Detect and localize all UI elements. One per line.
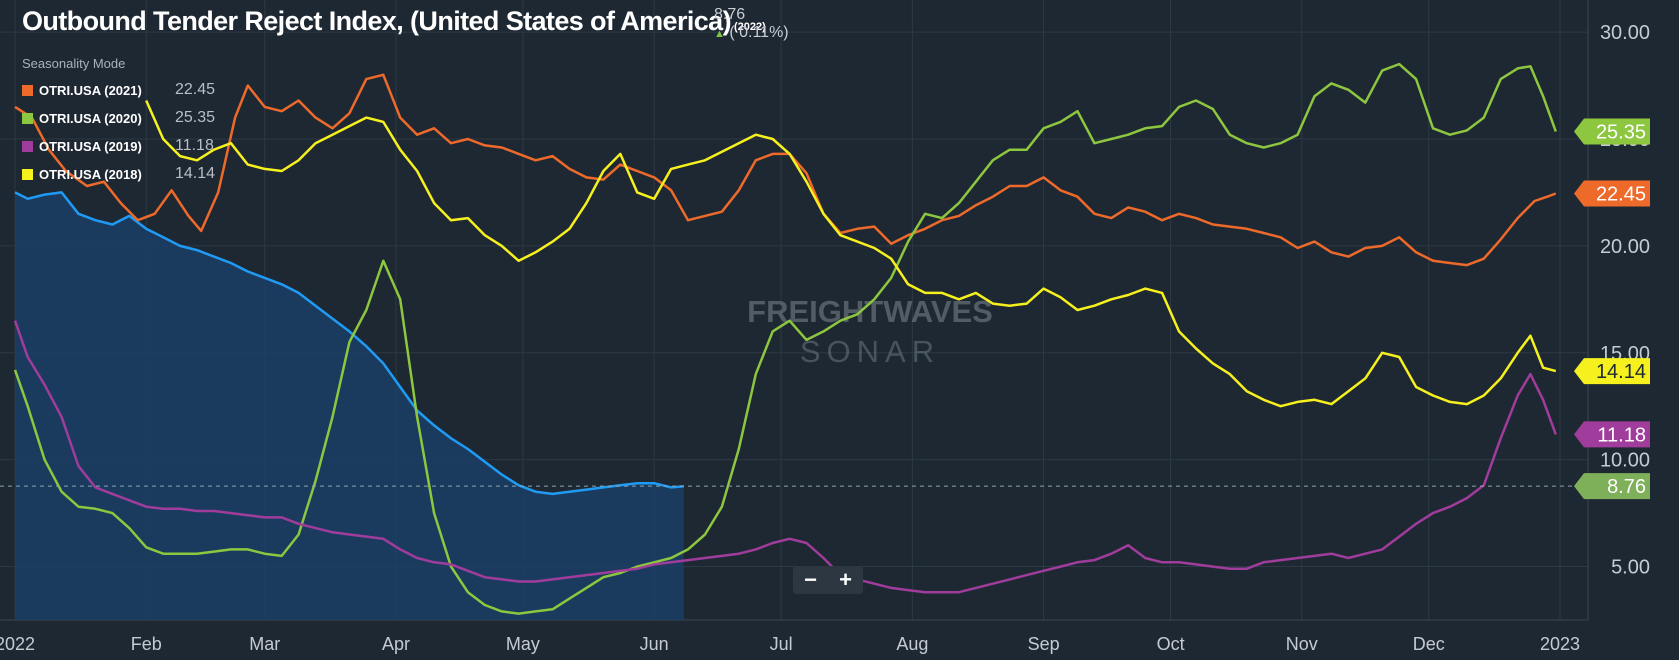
x-tick-label: 2023: [1540, 634, 1580, 654]
legend-value: 14.14: [175, 165, 216, 182]
watermark-brand: FREIGHTWAVES: [747, 294, 993, 329]
year-tag: (2022): [734, 21, 766, 33]
x-tick-label: 2022: [0, 634, 35, 654]
legend-item[interactable]: OTRI.USA (2019) 11.18: [22, 132, 215, 160]
legend-label: OTRI.USA (2020): [39, 110, 142, 126]
legend-label: OTRI.USA (2019): [39, 138, 142, 154]
current-value: 8.76: [714, 6, 746, 23]
series-last-tag: 22.45: [1596, 183, 1646, 205]
legend-swatch: [22, 140, 33, 152]
current-value-tag: 8.76: [1607, 476, 1646, 498]
y-tick-label: 30.00: [1600, 22, 1650, 44]
series-area-2022: [15, 192, 684, 620]
x-tick-label: Apr: [382, 634, 410, 654]
legend-label: OTRI.USA (2021): [39, 82, 142, 98]
y-tick-label: 5.00: [1611, 557, 1650, 579]
zoom-controls: − +: [793, 566, 863, 594]
seasonality-mode-label: Seasonality Mode: [22, 56, 126, 71]
legend-swatch: [22, 112, 33, 124]
legend-swatch: [22, 168, 33, 180]
legend-item[interactable]: OTRI.USA (2018) 14.14: [22, 160, 215, 188]
change-percent: ( 0.11%): [729, 24, 789, 41]
series-last-tag-bg: [1574, 421, 1650, 448]
y-tick-label: 20.00: [1600, 236, 1650, 258]
series-line-2022: [14, 191, 684, 496]
x-tick-label: Dec: [1413, 634, 1445, 654]
legend-label: OTRI.USA (2018): [39, 166, 142, 182]
series-line-2021: [14, 73, 1557, 267]
series-last-tag: 14.14: [1596, 361, 1646, 383]
series-last-tag: 25.35: [1596, 121, 1646, 143]
chart-title: Outbound Tender Reject Index, (United St…: [22, 6, 732, 36]
legend-value: 25.35: [175, 109, 216, 126]
zoom-out-button[interactable]: −: [804, 567, 817, 592]
series-last-tag-bg: [1574, 118, 1650, 145]
series-last-tag: 11.18: [1597, 424, 1646, 446]
current-value-tag-bg: [1574, 473, 1650, 500]
legend: OTRI.USA (2021) 22.45 OTRI.USA (2020) 25.35…: [22, 76, 215, 188]
x-tick-label: Nov: [1286, 634, 1318, 654]
series-last-tag-bg: [1574, 180, 1650, 207]
legend-swatch: [22, 84, 33, 96]
watermark-product: SONAR: [800, 334, 940, 369]
series-line-2019: [13, 320, 1557, 594]
x-tick-label: Mar: [249, 634, 280, 654]
legend-item[interactable]: OTRI.USA (2020) 25.35: [22, 104, 215, 132]
series-line-2020: [13, 62, 1557, 615]
y-tick-label: 10.00: [1600, 450, 1650, 472]
up-arrow-icon: ▲: [714, 28, 725, 40]
series-line-2018: [145, 99, 1557, 408]
x-tick-label: Sep: [1028, 634, 1060, 654]
x-tick-label: Jun: [640, 634, 669, 654]
series-last-tag-bg: [1574, 358, 1650, 385]
x-tick-label: Oct: [1157, 634, 1185, 654]
zoom-in-button[interactable]: +: [839, 567, 852, 592]
legend-value: 11.18: [175, 137, 214, 154]
chart-header: Outbound Tender Reject Index, (United St…: [22, 6, 766, 37]
x-tick-label: May: [506, 634, 540, 654]
current-value-block: 8.76 ▲ ( 0.11%): [714, 6, 789, 43]
x-tick-label: Feb: [131, 634, 162, 654]
legend-item[interactable]: OTRI.USA (2021) 22.45: [22, 76, 215, 104]
x-tick-label: Aug: [896, 634, 928, 654]
legend-value: 22.45: [175, 81, 216, 98]
x-tick-label: Jul: [770, 634, 793, 654]
